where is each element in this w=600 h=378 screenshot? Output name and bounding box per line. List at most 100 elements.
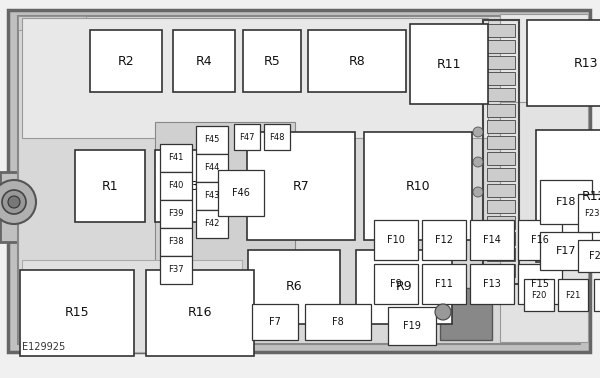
Bar <box>0 172 30 242</box>
Bar <box>196 210 228 238</box>
Text: F10: F10 <box>387 235 405 245</box>
Bar <box>487 72 515 85</box>
Bar <box>22 260 242 352</box>
Bar <box>18 16 580 344</box>
Bar <box>155 122 295 292</box>
Bar <box>487 152 515 165</box>
Bar <box>487 40 515 53</box>
Text: F40: F40 <box>169 181 184 191</box>
Bar <box>18 16 86 30</box>
Text: R8: R8 <box>349 54 365 68</box>
Bar <box>540 232 592 270</box>
Bar <box>500 102 588 342</box>
Text: R1: R1 <box>101 180 118 192</box>
Text: R7: R7 <box>293 180 310 192</box>
Text: F12: F12 <box>435 235 453 245</box>
Bar <box>594 279 600 311</box>
Text: R15: R15 <box>65 307 89 319</box>
Bar <box>374 220 418 260</box>
Bar <box>578 240 600 272</box>
Bar <box>196 154 228 182</box>
Bar <box>540 180 592 224</box>
Text: F20: F20 <box>532 291 547 299</box>
Bar <box>487 24 515 37</box>
Text: F15: F15 <box>531 279 549 289</box>
Text: E129925: E129925 <box>22 342 65 352</box>
Bar <box>422 264 466 304</box>
Text: F45: F45 <box>205 135 220 144</box>
Text: F47: F47 <box>239 133 255 141</box>
Text: R13: R13 <box>574 56 598 70</box>
Circle shape <box>473 187 483 197</box>
Text: F18: F18 <box>556 197 576 207</box>
Bar <box>470 264 514 304</box>
Bar <box>487 104 515 117</box>
Bar <box>264 124 290 150</box>
Text: F41: F41 <box>169 153 184 163</box>
Text: F37: F37 <box>168 265 184 274</box>
Text: R3: R3 <box>182 180 199 192</box>
Text: R2: R2 <box>118 54 134 68</box>
Text: F19: F19 <box>403 321 421 331</box>
Text: R5: R5 <box>263 54 280 68</box>
Bar <box>487 168 515 181</box>
Bar <box>22 18 488 138</box>
Text: F17: F17 <box>556 246 576 256</box>
Text: F8: F8 <box>332 317 344 327</box>
Bar <box>155 150 227 222</box>
Text: F38: F38 <box>168 237 184 246</box>
Bar <box>518 264 562 304</box>
Bar <box>487 264 515 277</box>
Text: R10: R10 <box>406 180 430 192</box>
Bar <box>374 264 418 304</box>
Text: R12: R12 <box>582 189 600 203</box>
Bar <box>234 124 260 150</box>
Bar <box>20 270 134 356</box>
Text: R4: R4 <box>196 54 212 68</box>
Bar <box>90 30 162 92</box>
Bar <box>356 250 452 324</box>
Bar <box>252 304 298 340</box>
Bar <box>524 279 554 311</box>
Text: F13: F13 <box>483 279 501 289</box>
Circle shape <box>473 157 483 167</box>
Bar <box>196 182 228 210</box>
Bar <box>305 304 371 340</box>
Bar <box>410 24 488 104</box>
Bar <box>160 256 192 284</box>
Text: F14: F14 <box>483 235 501 245</box>
Bar <box>308 30 406 92</box>
Bar <box>487 248 515 261</box>
Text: F16: F16 <box>531 235 549 245</box>
Bar <box>470 220 514 260</box>
Bar <box>196 126 228 154</box>
Bar <box>558 279 588 311</box>
Text: R16: R16 <box>188 307 212 319</box>
Bar <box>578 194 600 232</box>
Text: R9: R9 <box>395 280 412 293</box>
Text: F7: F7 <box>269 317 281 327</box>
Text: F21: F21 <box>565 291 581 299</box>
Bar <box>440 288 492 340</box>
Bar <box>487 136 515 149</box>
Bar <box>243 30 301 92</box>
Bar <box>536 130 600 262</box>
Bar <box>487 216 515 229</box>
Text: F23: F23 <box>584 209 600 217</box>
Text: F39: F39 <box>168 209 184 218</box>
Bar <box>487 184 515 197</box>
Circle shape <box>435 304 451 320</box>
Text: F42: F42 <box>205 220 220 228</box>
Text: F9: F9 <box>390 279 402 289</box>
Bar <box>75 150 145 222</box>
Circle shape <box>8 196 20 208</box>
Bar <box>487 232 515 245</box>
Text: F44: F44 <box>205 164 220 172</box>
Bar <box>218 170 264 216</box>
Circle shape <box>0 180 36 224</box>
Bar <box>160 228 192 256</box>
Bar <box>173 30 235 92</box>
Bar <box>483 20 519 284</box>
Circle shape <box>2 190 26 214</box>
Bar <box>487 120 515 133</box>
